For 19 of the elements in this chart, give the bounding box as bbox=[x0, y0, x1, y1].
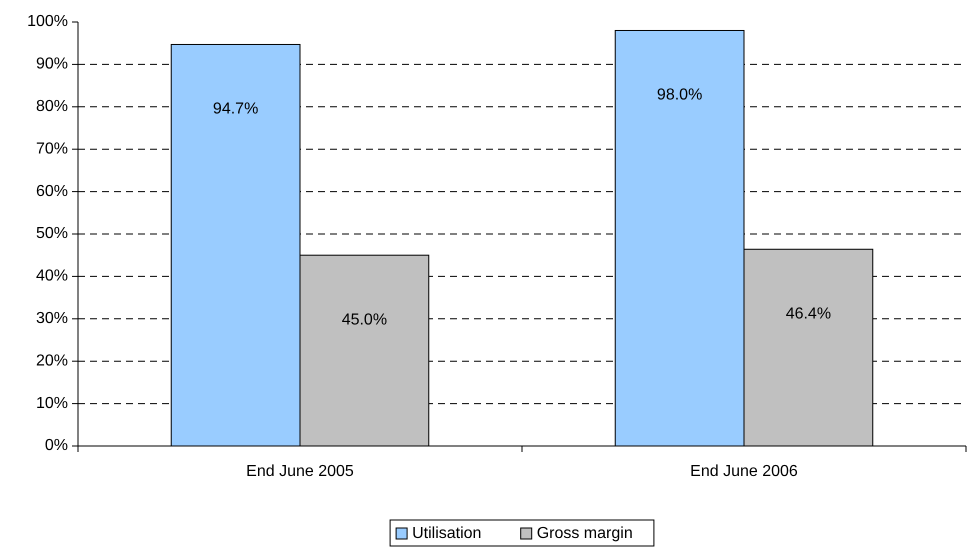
x-tick-label: End June 2005 bbox=[246, 463, 354, 480]
y-tick-label: 10% bbox=[36, 394, 68, 412]
y-tick-label: 80% bbox=[36, 98, 68, 116]
y-tick-label: 90% bbox=[36, 56, 68, 73]
legend-label: Utilisation bbox=[412, 525, 482, 542]
y-tick-label: 50% bbox=[36, 225, 68, 242]
legend-label: Gross margin bbox=[536, 525, 633, 542]
y-tick-label: 0% bbox=[44, 437, 68, 454]
y-tick-label: 30% bbox=[36, 310, 68, 328]
y-tick-label: 40% bbox=[36, 268, 68, 285]
y-tick-label: 100% bbox=[27, 13, 68, 30]
data-label: 45.0% bbox=[342, 311, 388, 328]
y-tick-label: 60% bbox=[36, 182, 68, 200]
x-tick-label: End June 2006 bbox=[690, 463, 798, 480]
data-label: 98.0% bbox=[656, 86, 702, 104]
y-tick-label: 20% bbox=[36, 352, 68, 370]
data-label: 94.7% bbox=[212, 100, 258, 118]
data-label: 46.4% bbox=[786, 305, 832, 322]
y-tick-label: 70% bbox=[36, 140, 68, 158]
